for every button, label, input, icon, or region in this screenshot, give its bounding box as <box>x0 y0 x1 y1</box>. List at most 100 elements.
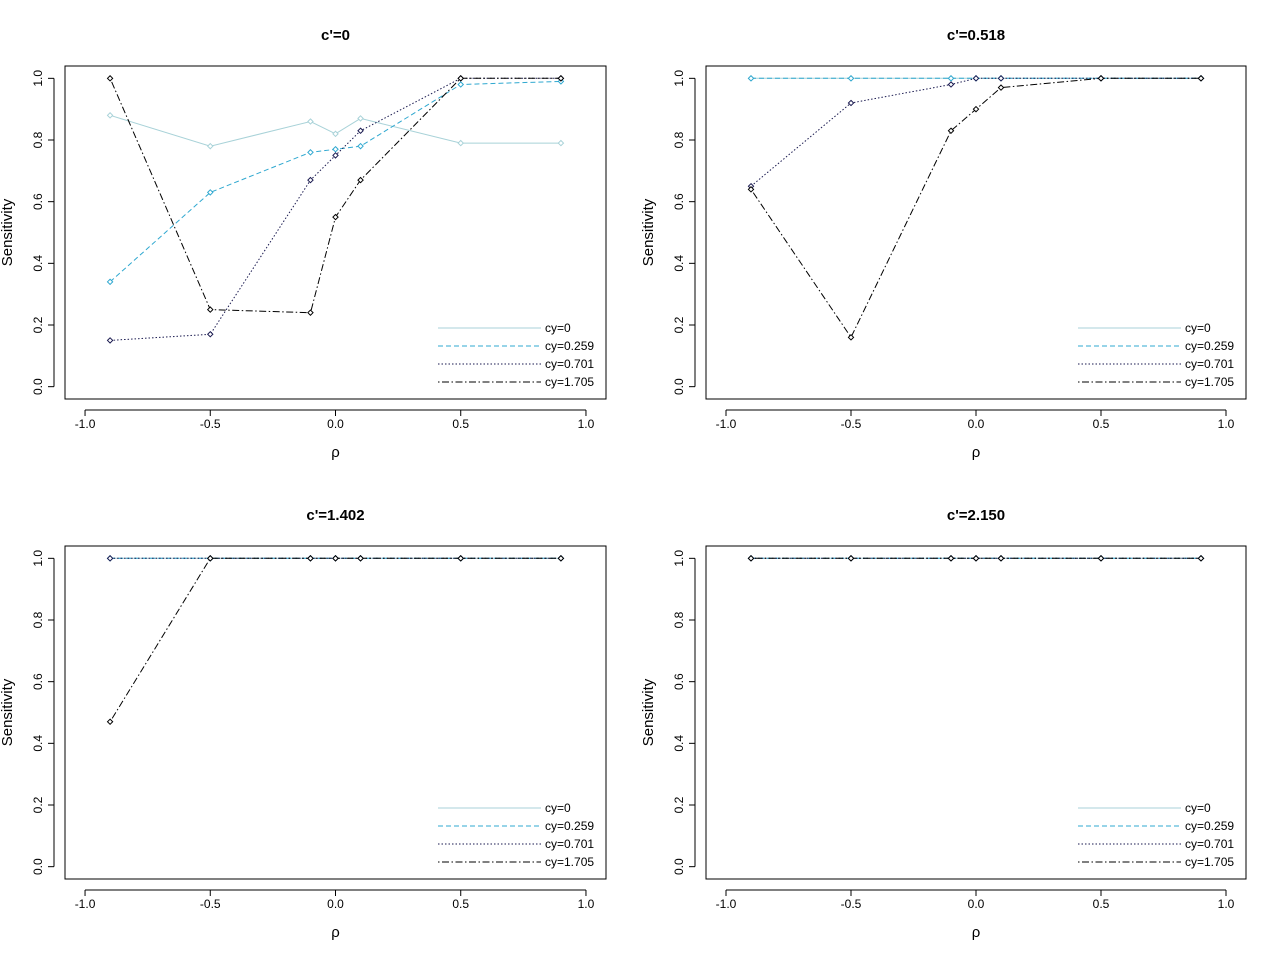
legend-label: cy=1.705 <box>545 855 594 869</box>
data-point <box>847 99 855 107</box>
data-point <box>1097 75 1105 82</box>
chart-title: c'=2.150 <box>947 507 1005 524</box>
y-tick-label: 0.6 <box>31 673 45 690</box>
plot-frame <box>64 545 607 880</box>
data-point <box>972 75 980 82</box>
legend-label: cy=1.705 <box>1185 375 1234 389</box>
legend-label: cy=0.701 <box>1185 357 1234 371</box>
x-tick-label: 0.0 <box>968 417 985 431</box>
x-tick-label: -0.5 <box>841 417 862 431</box>
series-cy=1.705 <box>106 555 565 726</box>
chart-panel-2: c'=0.518 -1.0 -0.5 0.0 0.5 1.0 ρ 0.0 0.2 0.4 0.6 0.… <box>640 27 1247 461</box>
y-tick-label: 0.2 <box>31 316 45 333</box>
y-tick-label: 0.0 <box>672 858 686 875</box>
y-tick-label: 0.6 <box>672 673 686 690</box>
data-point <box>357 115 364 122</box>
x-tick-label: -0.5 <box>841 897 862 911</box>
data-point <box>106 278 114 286</box>
data-point <box>457 139 465 147</box>
y-tick-label: 0.0 <box>672 378 686 395</box>
data-point <box>357 555 364 562</box>
y-tick-label: 1.0 <box>31 70 45 87</box>
y-tick-label: 0.0 <box>31 378 45 395</box>
data-point <box>332 130 339 138</box>
y-tick-label: 0.2 <box>672 796 686 813</box>
x-tick-label: -1.0 <box>75 417 96 431</box>
data-point <box>947 555 955 562</box>
legend-label: cy=0.259 <box>545 339 594 353</box>
x-tick-label: 0.5 <box>452 417 469 431</box>
x-tick-label: 0.0 <box>327 417 344 431</box>
series-cy=1.705 <box>106 75 565 316</box>
legend-label: cy=0.701 <box>545 837 594 851</box>
series-line <box>109 77 561 314</box>
data-point <box>307 149 314 156</box>
data-point <box>332 555 339 562</box>
series-cy=0.701 <box>106 75 565 344</box>
legend-label: cy=0.701 <box>1185 837 1234 851</box>
legend-label: cy=0.701 <box>545 357 594 371</box>
x-tick-label: 0.0 <box>327 897 344 911</box>
chart-title: c'=1.402 <box>306 507 364 524</box>
series-cy=1.705 <box>747 75 1205 341</box>
data-point <box>206 555 214 562</box>
series-line <box>750 77 1201 339</box>
data-point <box>947 75 955 82</box>
data-point <box>357 127 364 135</box>
data-point <box>972 105 980 113</box>
data-point <box>106 112 114 119</box>
data-point <box>947 127 955 135</box>
x-tick-label: 1.0 <box>578 897 595 911</box>
x-tick-label: -1.0 <box>716 897 737 911</box>
data-point <box>847 75 855 82</box>
legend-label: cy=0 <box>1185 801 1211 815</box>
data-point <box>206 142 214 150</box>
y-tick-label: 0.2 <box>672 316 686 333</box>
y-tick-label: 0.4 <box>672 735 686 752</box>
series-cy=1.705 <box>747 555 1205 562</box>
y-axis-label: Sensitivity <box>640 198 657 266</box>
x-axis-label: ρ <box>331 924 340 941</box>
y-tick-label: 0.6 <box>672 193 686 210</box>
data-point <box>206 306 214 313</box>
data-point <box>307 309 314 316</box>
data-point <box>307 118 314 125</box>
data-point <box>357 142 364 150</box>
data-point <box>1197 555 1205 562</box>
data-point <box>1097 555 1105 562</box>
data-point <box>106 555 114 562</box>
series-line <box>109 80 561 283</box>
data-point <box>972 555 980 562</box>
data-point <box>997 75 1005 82</box>
series-line <box>750 77 1201 187</box>
series-cy=0 <box>106 112 565 150</box>
chart-title: c'=0 <box>321 27 350 44</box>
data-point <box>847 334 855 341</box>
legend-label: cy=0.259 <box>1185 339 1234 353</box>
series-cy=0.701 <box>747 75 1205 190</box>
data-point <box>307 176 314 184</box>
x-tick-label: -0.5 <box>200 417 221 431</box>
y-tick-label: 0.8 <box>672 611 686 628</box>
y-tick-label: 1.0 <box>672 550 686 567</box>
data-point <box>1197 75 1205 82</box>
data-point <box>457 75 465 82</box>
data-point <box>357 176 364 184</box>
x-tick-label: 1.0 <box>1218 417 1235 431</box>
chart-panel-4: c'=2.150 -1.0 -0.5 0.0 0.5 1.0 ρ 0.0 0.2 0.4 0.6 0.… <box>640 507 1247 941</box>
x-tick-label: 0.5 <box>1093 417 1110 431</box>
plot-frame <box>64 65 607 400</box>
x-tick-label: 0.5 <box>452 897 469 911</box>
legend-label: cy=1.705 <box>1185 855 1234 869</box>
data-point <box>747 186 755 193</box>
x-tick-label: 0.0 <box>968 897 985 911</box>
chart-panel-3: c'=1.402 -1.0 -0.5 0.0 0.5 1.0 ρ 0.0 0.2 0.4 0.6 0.… <box>0 507 607 941</box>
data-point <box>106 75 114 82</box>
y-axis-label: Sensitivity <box>640 678 657 746</box>
y-tick-label: 1.0 <box>31 550 45 567</box>
data-point <box>332 213 339 221</box>
data-point <box>332 145 339 153</box>
data-point <box>557 139 565 147</box>
y-tick-label: 1.0 <box>672 70 686 87</box>
